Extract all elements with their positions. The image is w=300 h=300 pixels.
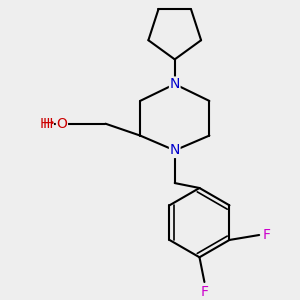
Text: F: F [200, 285, 208, 299]
Text: O: O [56, 117, 68, 131]
Text: H: H [40, 117, 50, 131]
Text: H: H [43, 117, 53, 131]
Text: N: N [169, 77, 180, 91]
Text: F: F [263, 228, 271, 242]
Text: N: N [169, 143, 180, 158]
Text: •: • [50, 119, 55, 128]
